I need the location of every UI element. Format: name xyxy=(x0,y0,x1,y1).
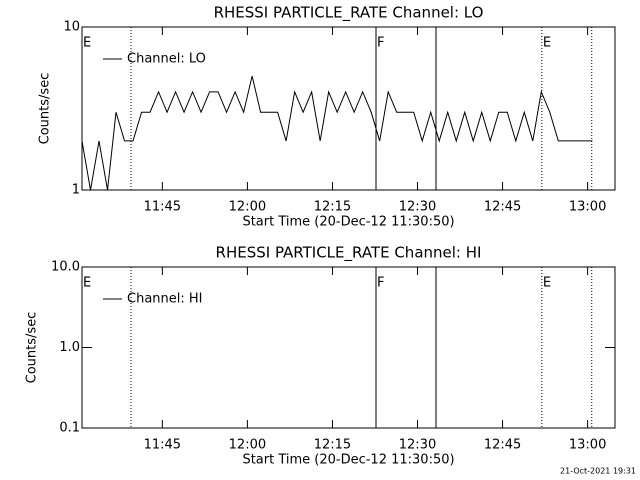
annotation: E xyxy=(83,276,91,291)
x-tick-label: 13:00 xyxy=(569,438,606,453)
footer: 21-Oct-2021 19:31 xyxy=(560,467,636,476)
x-tick-label: 12:15 xyxy=(314,200,351,215)
y-tick-label: 0.1 xyxy=(59,421,80,436)
y-tick-label: 1.0 xyxy=(59,340,80,355)
annotation: F xyxy=(377,36,384,51)
y-axis-label: Counts/sec xyxy=(38,73,53,145)
y-axis-label: Counts/sec xyxy=(25,312,40,384)
plot-frame xyxy=(81,26,616,191)
x-tick-label: 12:30 xyxy=(399,438,436,453)
annotation: E xyxy=(543,276,551,291)
x-axis-label: Start Time (20-Dec-12 11:30:50) xyxy=(242,453,454,468)
legend-label: Channel: HI xyxy=(127,292,203,307)
x-tick-label: 12:45 xyxy=(484,200,521,215)
x-tick-label: 12:00 xyxy=(229,200,266,215)
x-tick-label: 11:45 xyxy=(144,438,181,453)
x-tick-label: 12:00 xyxy=(229,438,266,453)
legend-label: Channel: LO xyxy=(127,52,206,67)
y-tick-label: 10.0 xyxy=(51,260,80,275)
x-axis-label: Start Time (20-Dec-12 11:30:50) xyxy=(242,215,454,230)
x-tick-label: 11:45 xyxy=(144,200,181,215)
chart-title: RHESSI PARTICLE_RATE Channel: LO xyxy=(214,4,484,23)
chart-title: RHESSI PARTICLE_RATE Channel: HI xyxy=(216,244,482,263)
y-tick-label: 10 xyxy=(63,20,80,35)
x-tick-label: 12:45 xyxy=(484,438,521,453)
x-tick-label: 12:30 xyxy=(399,200,436,215)
y-tick-label: 1 xyxy=(72,183,80,198)
annotation: E xyxy=(83,36,91,51)
annotation: E xyxy=(543,36,551,51)
x-tick-label: 12:15 xyxy=(314,438,351,453)
annotation: F xyxy=(377,276,384,291)
data-line xyxy=(81,75,593,191)
x-tick-label: 13:00 xyxy=(569,200,606,215)
